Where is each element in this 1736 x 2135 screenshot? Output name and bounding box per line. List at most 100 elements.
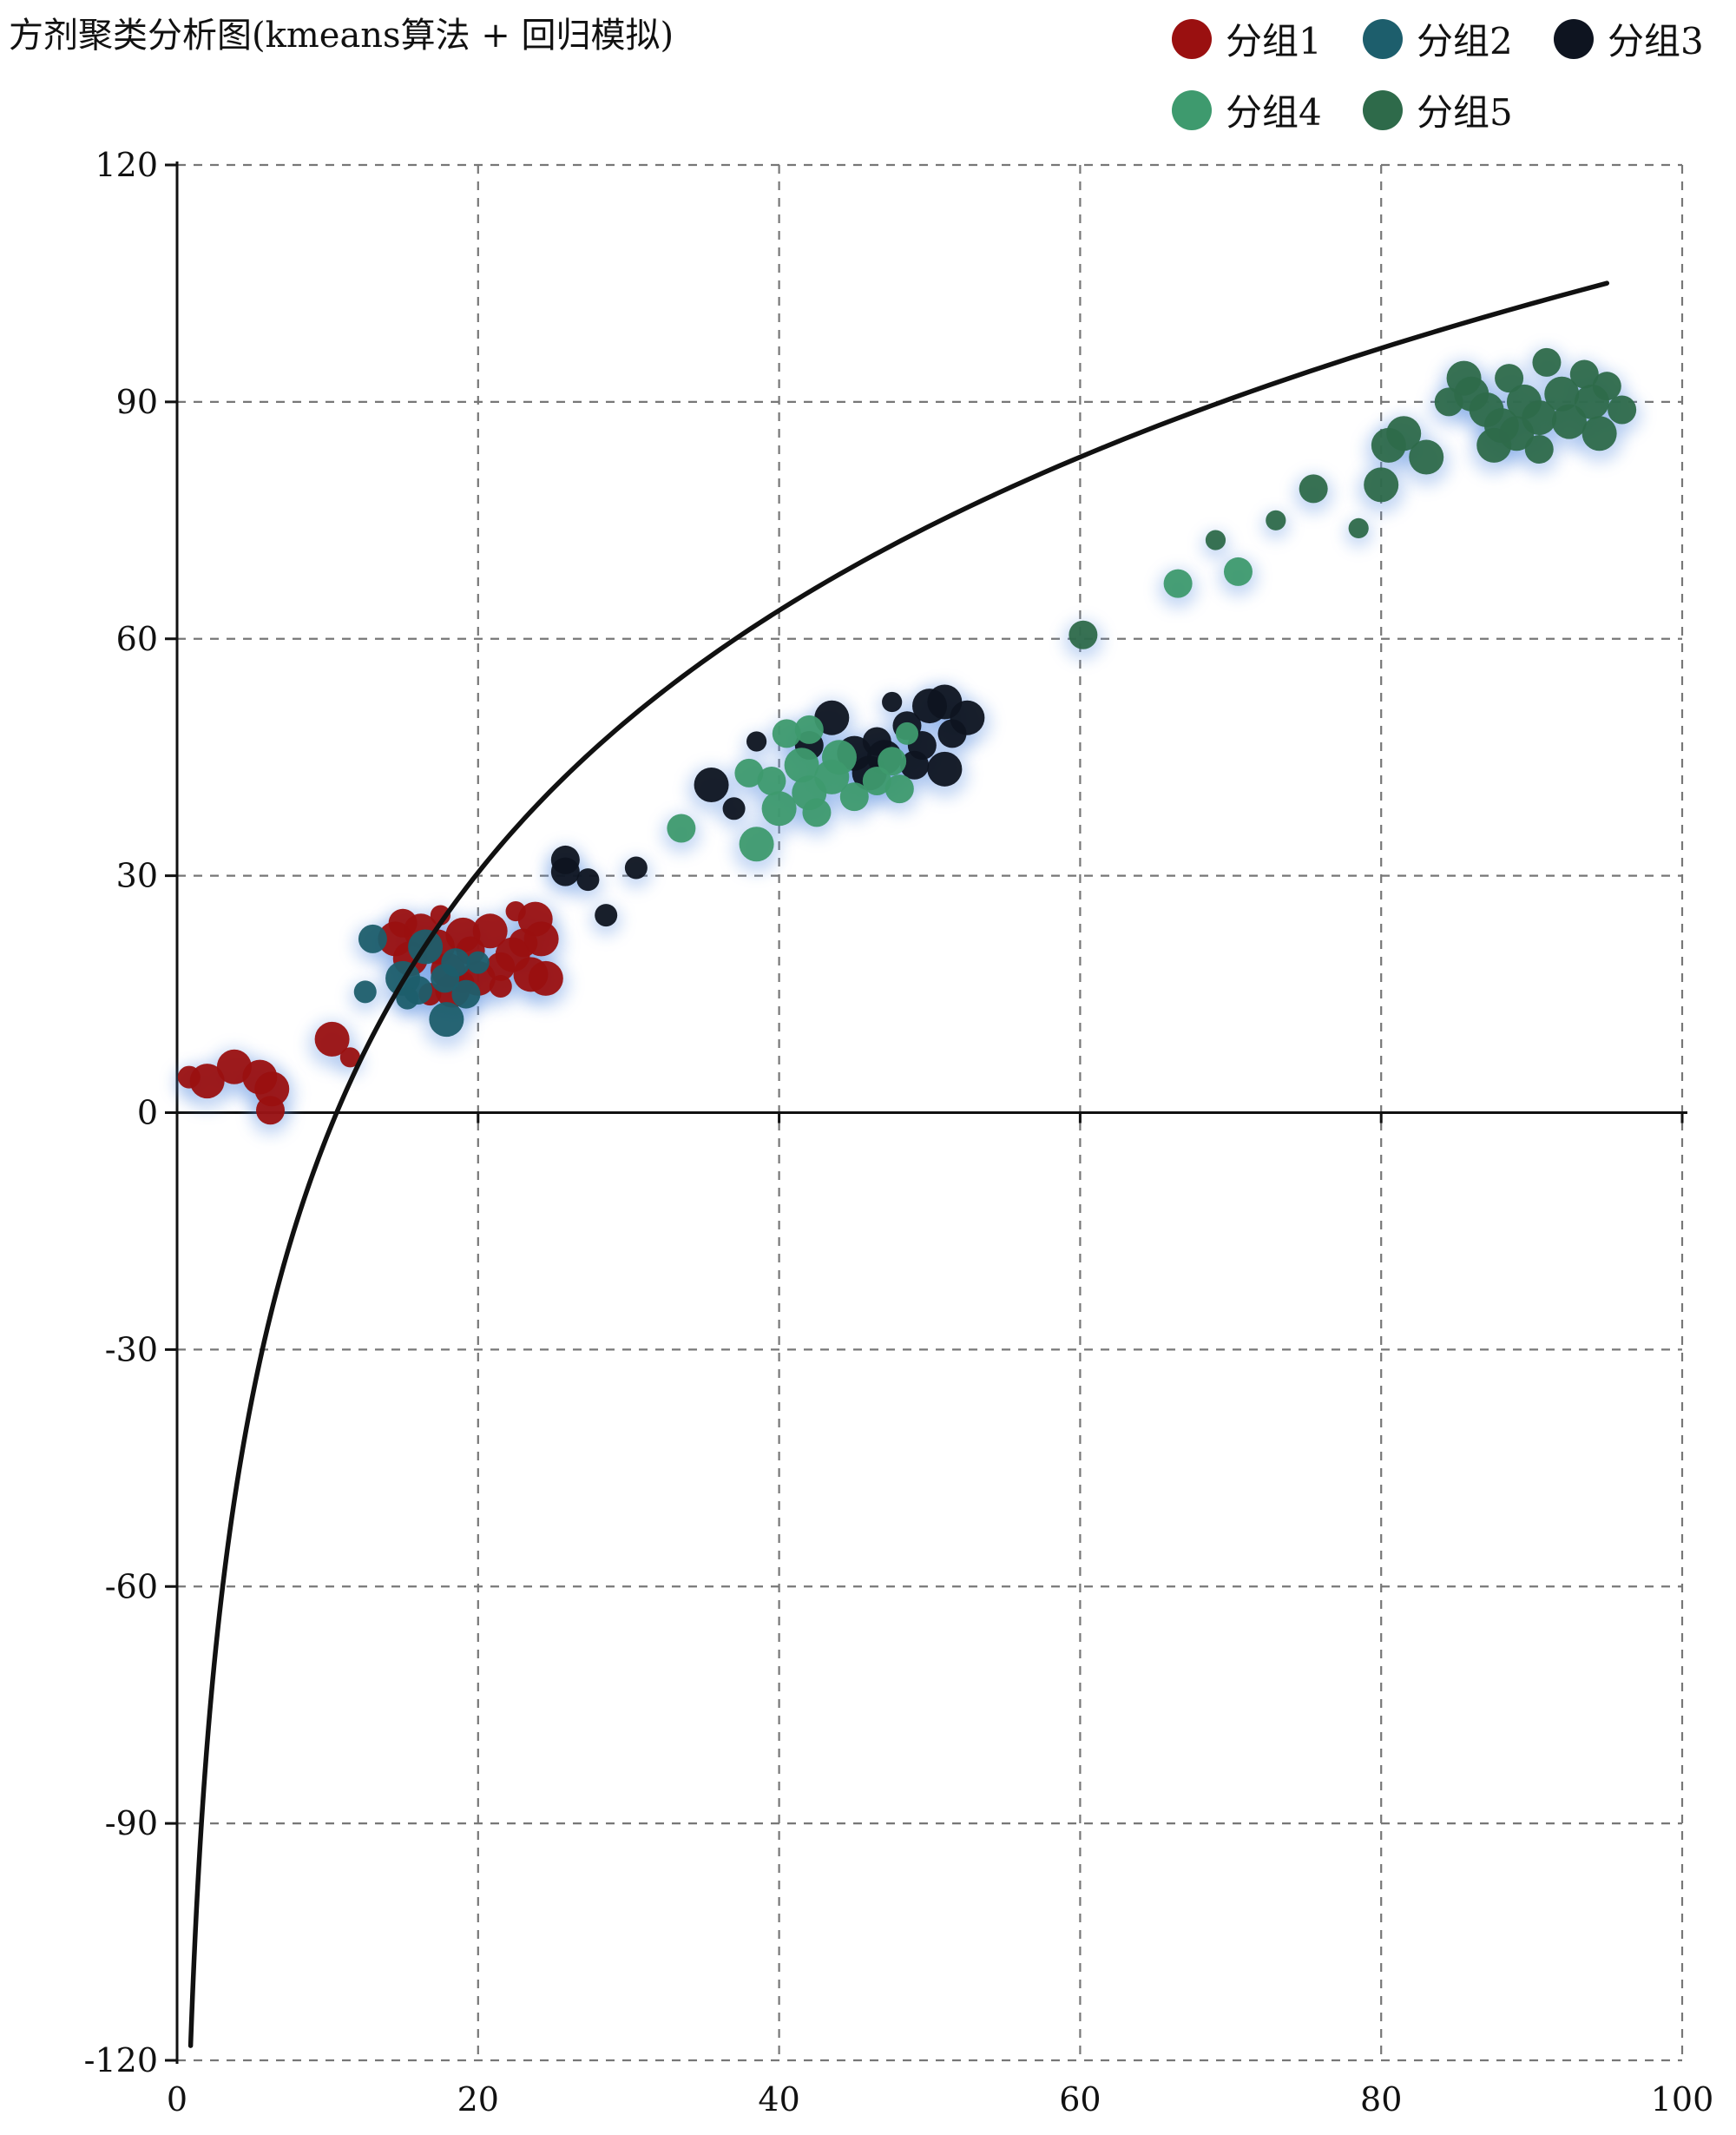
data-point-s4-6 [784, 748, 819, 783]
data-point-s2-6 [429, 1002, 464, 1038]
data-point-s5-5 [1364, 467, 1399, 503]
data-point-s5-14 [1495, 364, 1524, 393]
chart-title: 方剂聚类分析图(kmeans算法 + 回归模拟) [9, 16, 674, 56]
data-point-s4-0 [667, 814, 696, 843]
regression-curve-layer [187, 280, 1610, 2048]
legend-marker-group1 [1172, 18, 1212, 59]
data-point-s2-9 [466, 951, 490, 974]
x-tick-label-0: 0 [167, 2080, 187, 2119]
data-point-s3-5 [694, 768, 729, 803]
data-point-s4-11 [839, 782, 869, 812]
data-point-s3-20 [950, 700, 985, 735]
legend-label-group4: 分组4 [1226, 91, 1322, 134]
data-point-s1-29 [388, 908, 418, 938]
data-point-s1-22 [523, 921, 559, 957]
data-point-s3-7 [746, 731, 767, 752]
data-point-s2-0 [353, 980, 377, 1004]
legend-item-group5[interactable]: 分组5 [1363, 83, 1513, 136]
legend-label-group1: 分组1 [1226, 20, 1322, 63]
y-tick-label-2: -60 [105, 1567, 158, 1605]
x-tick-label-4: 80 [1360, 2080, 1402, 2119]
data-point-s5-20 [1551, 404, 1587, 439]
data-point-s3-1 [550, 857, 580, 886]
data-point-s5-7 [1386, 416, 1422, 451]
data-point-s4-10 [821, 740, 857, 775]
data-point-s5-8 [1409, 439, 1444, 475]
data-point-s4-13 [878, 747, 907, 776]
data-point-s5-21 [1569, 359, 1599, 389]
legend-item-group2[interactable]: 分组2 [1363, 12, 1513, 65]
x-tick-label-1: 20 [457, 2080, 499, 2119]
data-point-s5-25 [1608, 395, 1637, 425]
tick-labels: -120 -90 -60 -30 0 30 60 90 120 0 20 40 60 80 100 [84, 146, 1714, 2119]
data-point-s2-1 [358, 924, 387, 953]
legend-label-group5: 分组5 [1417, 91, 1513, 134]
data-point-s4-16 [794, 715, 824, 744]
data-point-s1-25 [489, 974, 512, 998]
y-tick-label-5: 30 [116, 857, 158, 895]
data-point-s4-12 [862, 766, 891, 795]
data-point-s3-3 [595, 904, 618, 927]
legend-item-group1[interactable]: 分组1 [1172, 12, 1322, 65]
data-point-s5-4 [1348, 517, 1369, 539]
data-point-s4-4 [761, 791, 797, 827]
data-point-s5-26 [1476, 427, 1512, 463]
y-tick-label-8: 120 [95, 146, 158, 184]
legend-label-group3: 分组3 [1608, 20, 1704, 63]
data-point-s4-15 [895, 722, 918, 745]
data-point-s1-5 [256, 1096, 286, 1125]
data-point-s5-3 [1299, 474, 1328, 504]
data-point-s4-1 [734, 758, 764, 787]
data-point-s5-27 [1524, 434, 1554, 464]
data-point-s3-14 [882, 691, 903, 713]
data-points [177, 347, 1637, 1125]
axes [165, 161, 1687, 2064]
legend-item-group3[interactable]: 分组3 [1554, 12, 1704, 65]
y-tick-label-4: 0 [137, 1094, 158, 1132]
data-point-s1-28 [505, 900, 526, 922]
data-point-s5-2 [1266, 510, 1286, 530]
data-point-s3-21 [927, 751, 963, 787]
legend-marker-group2 [1363, 18, 1403, 59]
data-point-s2-10 [396, 986, 419, 1010]
y-tick-label-1: -90 [105, 1804, 158, 1842]
data-point-s2-7 [441, 948, 470, 978]
data-point-s1-1 [189, 1064, 225, 1099]
legend-marker-group5 [1363, 89, 1403, 130]
data-point-s4-2 [739, 827, 774, 862]
data-point-s5-24 [1592, 372, 1621, 401]
x-tick-label-5: 100 [1651, 2080, 1714, 2119]
data-point-s5-17 [1522, 400, 1557, 436]
data-point-s5-1 [1205, 530, 1226, 550]
y-tick-label-0: -120 [84, 2041, 158, 2079]
data-point-s2-8 [451, 979, 481, 1009]
data-point-s1-17 [472, 913, 508, 949]
data-point-s1-27 [430, 905, 451, 926]
x-tick-label-2: 40 [758, 2080, 799, 2119]
data-point-s1-6 [314, 1021, 350, 1057]
y-tick-label-7: 90 [116, 383, 158, 421]
legend-label-group2: 分组2 [1417, 20, 1513, 63]
data-point-s5-19 [1544, 376, 1580, 412]
data-point-s3-4 [624, 856, 648, 880]
data-point-s4-14 [884, 774, 914, 804]
legend-marker-group3 [1554, 18, 1594, 59]
x-tick-label-3: 60 [1059, 2080, 1101, 2119]
legend-item-group4[interactable]: 分组4 [1172, 83, 1322, 136]
legend-marker-group4 [1172, 89, 1212, 130]
data-point-s4-8 [802, 798, 832, 827]
data-point-s3-2 [576, 868, 600, 892]
data-point-s1-4 [254, 1071, 290, 1107]
regression-curve [187, 280, 1610, 2048]
data-point-s1-24 [528, 960, 563, 996]
data-point-s5-23 [1581, 416, 1617, 451]
data-point-s4-3 [757, 766, 786, 795]
data-point-s4-18 [1223, 557, 1253, 586]
data-point-s5-0 [1069, 620, 1098, 649]
data-point-s4-5 [772, 719, 801, 748]
y-tick-label-6: 60 [116, 620, 158, 658]
data-point-s4-17 [1163, 569, 1193, 598]
y-tick-label-3: -30 [105, 1330, 158, 1368]
data-point-s1-7 [339, 1047, 361, 1068]
